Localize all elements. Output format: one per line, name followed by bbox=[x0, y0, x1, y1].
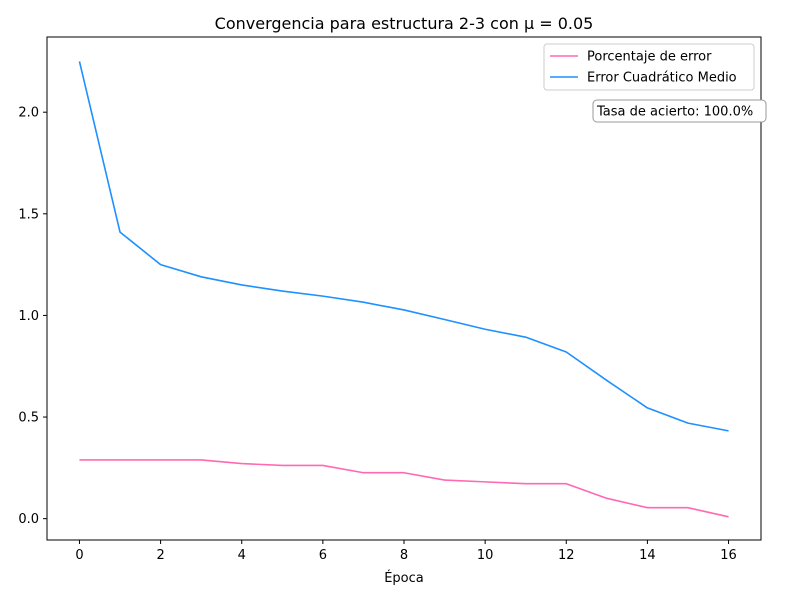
y-tick-label: 0.0 bbox=[18, 512, 39, 527]
x-tick-label: 8 bbox=[400, 548, 408, 563]
y-tick-label: 2.0 bbox=[18, 106, 39, 121]
annotation-text: Tasa de acierto: 100.0% bbox=[596, 105, 753, 120]
legend-box bbox=[543, 43, 755, 91]
x-tick-label: 2 bbox=[156, 548, 164, 563]
series-line-1 bbox=[78, 61, 729, 432]
y-tick-label: 0.5 bbox=[18, 411, 39, 426]
x-tick-label: 16 bbox=[720, 548, 737, 563]
plot-area: 0 2 4 6 8 10 12 14 16 0.0 0.5 1.0 1.5 2.0 Porcentaje d… bbox=[18, 36, 767, 563]
x-tick-label: 4 bbox=[238, 548, 246, 563]
series-line-0 bbox=[79, 459, 729, 518]
chart-title: Convergencia para estructura 2-3 con μ =… bbox=[215, 14, 594, 33]
x-axis-title: Época bbox=[384, 570, 424, 586]
x-tick-label: 10 bbox=[477, 548, 494, 563]
x-tick-label: 14 bbox=[639, 548, 656, 563]
x-tick-label: 0 bbox=[75, 548, 83, 563]
y-tick-label: 1.0 bbox=[18, 309, 39, 324]
legend-label-0: Porcentaje de error bbox=[587, 50, 712, 65]
annotation-box bbox=[592, 99, 767, 123]
legend-label-1: Error Cuadrático Medio bbox=[587, 71, 737, 86]
y-tick-label: 1.5 bbox=[18, 207, 39, 222]
x-tick-label: 6 bbox=[319, 548, 327, 563]
x-tick-label: 12 bbox=[558, 548, 575, 563]
